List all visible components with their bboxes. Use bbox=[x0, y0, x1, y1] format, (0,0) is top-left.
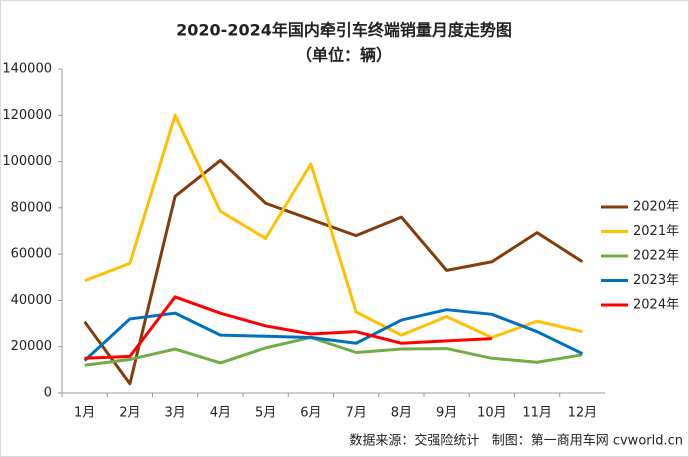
series-line bbox=[84, 113, 583, 339]
x-tick-label: 1月 bbox=[74, 406, 95, 421]
chart-subtitle: （单位：辆） bbox=[296, 46, 392, 65]
y-tick-label: 80000 bbox=[11, 200, 52, 215]
y-tick-label: 140000 bbox=[2, 62, 52, 77]
x-tick-label: 3月 bbox=[164, 406, 185, 421]
x-tick-label: 7月 bbox=[345, 406, 366, 421]
x-tick-label: 6月 bbox=[300, 406, 321, 421]
x-tick-label: 2月 bbox=[119, 406, 140, 421]
series-line bbox=[84, 295, 492, 360]
series-line bbox=[84, 335, 583, 367]
x-tick-label: 9月 bbox=[436, 406, 457, 421]
series-line bbox=[83, 308, 584, 362]
legend-label: 2024年 bbox=[633, 298, 679, 313]
x-tick-label: 11月 bbox=[522, 406, 552, 421]
x-tick-label: 5月 bbox=[255, 406, 276, 421]
chart-title: 2020-2024年国内牵引车终端销量月度走势图 bbox=[176, 21, 512, 40]
x-tick-label: 4月 bbox=[210, 406, 231, 421]
legend-label: 2023年 bbox=[633, 273, 679, 288]
y-tick-label: 0 bbox=[44, 386, 52, 401]
y-tick-label: 120000 bbox=[2, 108, 52, 123]
source-note: 数据来源：交强险统计 制图：第一商用车网 cvworld.cn bbox=[349, 433, 683, 449]
x-tick-label: 8月 bbox=[391, 406, 412, 421]
series-line bbox=[83, 158, 584, 386]
legend-label: 2020年 bbox=[633, 200, 679, 215]
y-tick-label: 40000 bbox=[11, 293, 52, 308]
y-tick-label: 20000 bbox=[11, 339, 52, 354]
legend-label: 2022年 bbox=[633, 249, 679, 264]
y-tick-label: 100000 bbox=[2, 154, 52, 169]
legend-label: 2021年 bbox=[633, 224, 679, 239]
x-tick-label: 12月 bbox=[568, 406, 598, 421]
x-tick-label: 10月 bbox=[477, 406, 507, 421]
y-tick-label: 60000 bbox=[11, 247, 52, 262]
